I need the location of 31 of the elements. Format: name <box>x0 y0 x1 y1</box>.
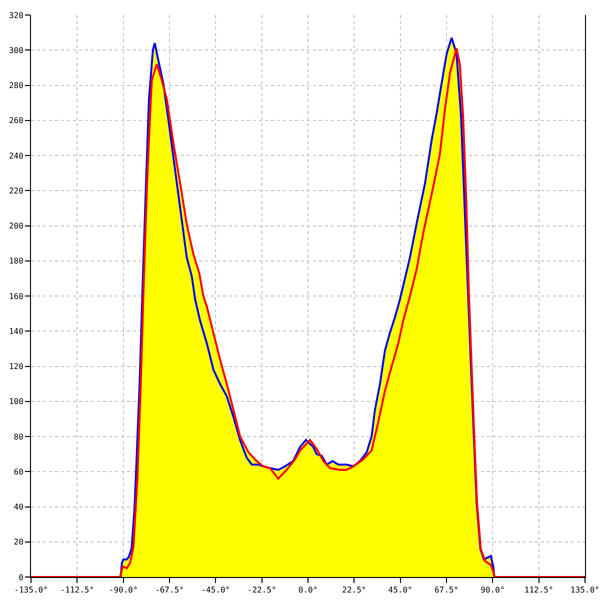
y-tick-label: 60 <box>14 467 24 476</box>
x-tick-label: -45.0° <box>201 586 230 595</box>
x-tick-label: 45.0° <box>388 586 412 595</box>
y-tick-label: 40 <box>14 502 24 512</box>
x-tick-label: 0.0° <box>298 586 318 595</box>
x-tick-label: 135.0° <box>570 586 600 595</box>
y-tick-label: 300 <box>8 46 24 55</box>
y-tick-label: 320 <box>8 10 24 20</box>
x-tick-label: -135.0° <box>14 586 48 595</box>
y-tick-label: 260 <box>8 116 24 126</box>
y-tick-label: 20 <box>14 538 24 547</box>
y-tick-label: 140 <box>8 326 24 336</box>
y-tick-label: 160 <box>8 292 24 301</box>
y-tick-label: 180 <box>8 256 24 266</box>
y-tick-label: 100 <box>8 397 24 406</box>
y-tick-label: 120 <box>8 362 24 372</box>
x-tick-label: -90.0° <box>108 586 138 595</box>
x-tick-label: 67.5° <box>434 586 459 595</box>
line-series <box>120 36 496 577</box>
x-tick-label: -22.5° <box>247 586 276 595</box>
y-tick-label: 240 <box>8 151 24 160</box>
y-tick-label: 0 <box>18 572 24 582</box>
x-tick-label: 90.0° <box>480 586 505 595</box>
y-tick-label: 80 <box>14 432 24 442</box>
y-tick-label: 220 <box>8 186 24 196</box>
x-tick-label: -67.5° <box>155 586 184 595</box>
x-tick-label: -112.5° <box>60 586 94 595</box>
y-tick-label: 200 <box>8 222 24 231</box>
x-tick-label: 22.5° <box>342 586 366 595</box>
y-tick-label: 280 <box>8 81 24 90</box>
x-tick-label: 112.5° <box>524 586 554 595</box>
